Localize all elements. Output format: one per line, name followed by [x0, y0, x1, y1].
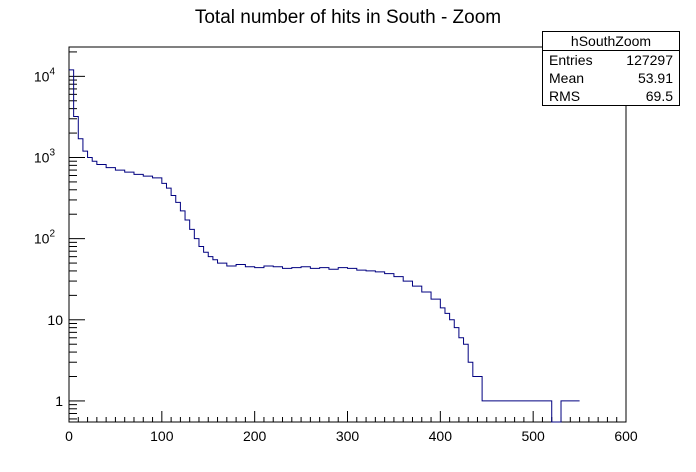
histogram-series [69, 69, 580, 423]
stats-label-entries: Entries [549, 52, 593, 68]
y-tick-exponent: 2 [49, 229, 55, 240]
stats-box: hSouthZoom Entries 127297 Mean 53.91 RMS… [542, 31, 680, 106]
stats-label-mean: Mean [549, 70, 585, 86]
x-tick-label: 100 [150, 428, 174, 444]
y-tick-label: 104 [34, 66, 56, 84]
stats-row-rms: RMS 69.5 [543, 87, 679, 105]
x-tick-label: 0 [65, 428, 73, 444]
stats-label-rms: RMS [549, 88, 581, 104]
stats-value-mean: 53.91 [637, 70, 673, 86]
stats-row-mean: Mean 53.91 [543, 69, 679, 87]
y-tick-base: 10 [34, 231, 50, 247]
x-axis: 0 100 200 300 400 500 600 [65, 411, 638, 444]
x-tick-label: 200 [243, 428, 267, 444]
stats-value-entries: 127297 [626, 52, 673, 68]
stats-title: hSouthZoom [543, 32, 679, 51]
stats-value-rms: 69.5 [645, 88, 673, 104]
y-tick-label: 103 [34, 147, 56, 165]
x-tick-label: 400 [429, 428, 453, 444]
stats-row-entries: Entries 127297 [543, 51, 679, 69]
y-tick-exponent: 3 [49, 147, 55, 158]
x-tick-label: 500 [521, 428, 545, 444]
x-tick-label: 600 [614, 428, 638, 444]
x-tick-label: 300 [336, 428, 360, 444]
y-tick-label: 10 [47, 312, 63, 328]
y-tick-base: 10 [34, 149, 50, 165]
y-tick-label: 1 [55, 393, 63, 409]
chart-title: Total number of hits in South - Zoom [195, 7, 501, 28]
y-tick-exponent: 4 [49, 66, 55, 77]
histogram-line [69, 69, 580, 423]
y-tick-label: 102 [34, 229, 56, 247]
y-tick-base: 10 [34, 68, 50, 84]
